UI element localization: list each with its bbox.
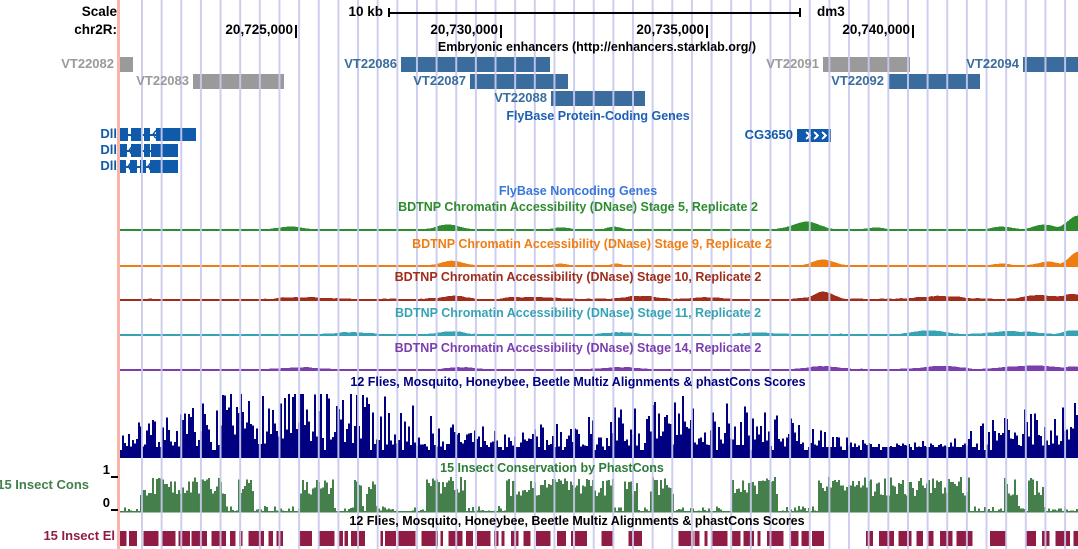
enhancer-VT22086[interactable] [401, 57, 550, 72]
track-signal-stage5[interactable] [118, 215, 1078, 231]
gene-label-dll: Dll [100, 142, 117, 157]
enhancer-label-VT22094: VT22094 [966, 56, 1019, 71]
elements-track-label[interactable]: 15 Insect El [43, 528, 115, 543]
coordinate-label: 20,740,000 [842, 22, 910, 37]
track-title-dnase-stage5[interactable]: BDTNP Chromatin Accessibility (DNase) St… [398, 200, 758, 214]
enhancer-label-VT22092: VT22092 [831, 73, 884, 88]
enhancer-label-VT22087: VT22087 [413, 73, 466, 88]
coordinate-label: 20,725,000 [225, 22, 293, 37]
enhancer-label-VT22091: VT22091 [766, 56, 819, 71]
scale-label: Scale [81, 4, 117, 19]
track-title-dnase-stage10[interactable]: BDTNP Chromatin Accessibility (DNase) St… [394, 270, 762, 284]
track-title-dnase-stage9[interactable]: BDTNP Chromatin Accessibility (DNase) St… [412, 237, 772, 251]
track-insect-elements[interactable] [118, 531, 1078, 546]
coordinate-tick [295, 25, 297, 38]
track-signal-stage11[interactable] [118, 330, 1078, 336]
gene-dll-isoform-2[interactable] [119, 144, 178, 157]
enhancer-VT22087[interactable] [470, 74, 568, 89]
coordinate-label: 20,735,000 [636, 22, 704, 37]
coordinate-label: 20,730,000 [430, 22, 498, 37]
track-signal-stage9[interactable] [118, 251, 1078, 268]
enhancer-label-VT22083: VT22083 [136, 73, 189, 88]
track-title-dnase-stage11[interactable]: BDTNP Chromatin Accessibility (DNase) St… [394, 306, 762, 320]
track-title-protein-genes[interactable]: FlyBase Protein-Coding Genes [506, 109, 690, 123]
enhancer-label-VT22088: VT22088 [494, 90, 547, 105]
scale-bar [388, 12, 801, 14]
enhancer-VT22088[interactable] [551, 91, 645, 106]
cons-track-label[interactable]: 15 Insect Cons [0, 477, 89, 492]
chromosome-label: chr2R: [74, 22, 117, 37]
track-signal-stage10[interactable] [118, 291, 1078, 302]
gene-dll-isoform-3[interactable] [119, 160, 178, 173]
track-title-enhancers[interactable]: Embryonic enhancers (http://enhancers.st… [437, 40, 757, 54]
scale-bar-left-tick [388, 8, 390, 17]
cons-axis-max-tick [111, 476, 118, 478]
track-title-dnase-stage14[interactable]: BDTNP Chromatin Accessibility (DNase) St… [394, 341, 762, 355]
track-title-multiz-bottom[interactable]: 12 Flies, Mosquito, Honeybee, Beetle Mul… [349, 514, 805, 528]
assembly-label: dm3 [817, 4, 845, 19]
scale-bar-size-label: 10 kb [348, 4, 383, 19]
track-title-noncoding-genes[interactable]: FlyBase Noncoding Genes [498, 184, 658, 198]
enhancer-VT22083[interactable] [193, 74, 284, 89]
enhancer-VT22092[interactable] [888, 74, 980, 89]
coordinate-tick [500, 25, 502, 38]
enhancer-VT22094[interactable] [1023, 57, 1078, 72]
gene-cg3650[interactable] [797, 129, 831, 142]
cons-axis-min-label: 0 [102, 495, 110, 510]
track-title-conservation[interactable]: 15 Insect Conservation by PhastCons [440, 461, 664, 475]
coordinate-tick [706, 25, 708, 38]
track-phastcons-histogram[interactable] [118, 477, 1078, 513]
enhancer-label-VT22082: VT22082 [61, 56, 114, 71]
gene-label-dll: Dll [100, 126, 117, 141]
cons-axis-max-label: 1 [102, 462, 110, 477]
coordinate-tick [912, 25, 914, 38]
enhancer-label-VT22086: VT22086 [344, 56, 397, 71]
enhancer-VT22082[interactable] [118, 57, 133, 72]
track-title-multiz-top[interactable]: 12 Flies, Mosquito, Honeybee, Beetle Mul… [350, 375, 806, 389]
track-signal-stage14[interactable] [118, 365, 1078, 372]
gene-label-dll: Dll [100, 158, 117, 173]
gene-dll-isoform-1[interactable] [119, 128, 196, 141]
scale-bar-right-tick [799, 8, 801, 17]
track-multiz-histogram[interactable] [118, 394, 1078, 458]
cons-axis-min-tick [111, 509, 118, 511]
enhancer-VT22091[interactable] [823, 57, 910, 72]
gene-label-cg3650: CG3650 [744, 127, 793, 142]
